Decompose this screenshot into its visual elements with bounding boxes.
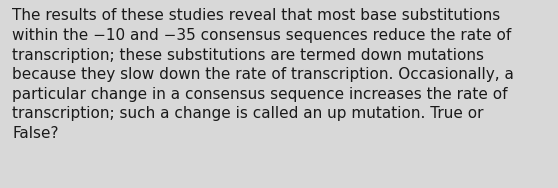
Text: The results of these studies reveal that most base substitutions
within the −10 : The results of these studies reveal that…: [12, 8, 514, 141]
